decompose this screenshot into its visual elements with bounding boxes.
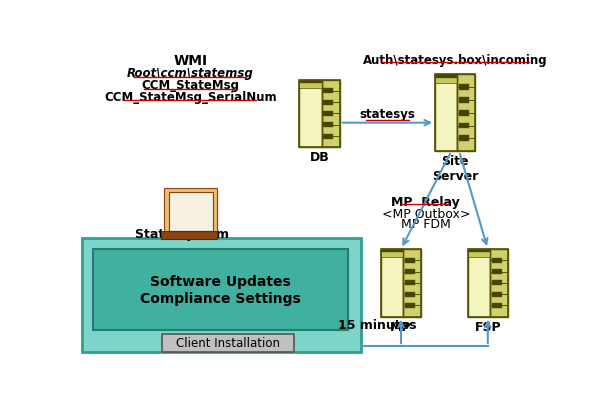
Bar: [381, 249, 421, 317]
Text: MP: MP: [390, 320, 412, 333]
Text: Software Updates
Compliance Settings: Software Updates Compliance Settings: [140, 275, 301, 305]
Bar: [324, 134, 333, 139]
Bar: [381, 249, 403, 253]
Text: statesys: statesys: [359, 107, 416, 120]
Bar: [435, 75, 457, 152]
Bar: [322, 80, 340, 148]
Bar: [435, 75, 475, 152]
Text: <MP Outbox>: <MP Outbox>: [382, 207, 470, 220]
Text: Root\ccm\statemsg: Root\ccm\statemsg: [127, 67, 254, 79]
Bar: [164, 189, 217, 233]
Bar: [435, 75, 457, 84]
Bar: [300, 80, 322, 148]
Bar: [435, 75, 457, 79]
Bar: [467, 249, 508, 317]
Bar: [405, 269, 415, 274]
Text: CCM_StateMsg: CCM_StateMsg: [141, 79, 239, 92]
Bar: [300, 80, 322, 89]
Bar: [492, 281, 501, 286]
Bar: [459, 136, 469, 142]
Text: Auth\statesys.box\incoming: Auth\statesys.box\incoming: [363, 54, 548, 67]
Bar: [324, 89, 333, 94]
Text: FSP: FSP: [475, 320, 501, 333]
Bar: [324, 111, 333, 117]
Bar: [459, 111, 469, 116]
Bar: [300, 80, 322, 84]
Text: DB: DB: [310, 151, 330, 164]
Bar: [405, 303, 415, 308]
Text: 15 minutes: 15 minutes: [338, 318, 417, 331]
Bar: [324, 100, 333, 105]
Bar: [492, 303, 501, 308]
Text: MP  Relay: MP Relay: [391, 196, 460, 209]
Text: CCM_StateMsg_SerialNum: CCM_StateMsg_SerialNum: [104, 90, 277, 103]
Bar: [492, 269, 501, 274]
Bar: [170, 192, 217, 237]
Bar: [82, 239, 361, 352]
Bar: [324, 123, 333, 128]
Bar: [459, 85, 469, 91]
Bar: [467, 249, 490, 253]
Bar: [459, 124, 469, 129]
Bar: [492, 292, 501, 297]
Bar: [167, 191, 217, 235]
Text: State System: State System: [135, 227, 230, 241]
Bar: [405, 281, 415, 286]
Bar: [381, 249, 403, 317]
Bar: [161, 232, 217, 239]
Text: MP FDM: MP FDM: [401, 218, 451, 231]
Text: Site
Server: Site Server: [432, 155, 478, 183]
Bar: [467, 249, 490, 317]
Bar: [381, 249, 403, 257]
Bar: [403, 249, 421, 317]
Bar: [405, 292, 415, 297]
Bar: [405, 258, 415, 263]
Bar: [467, 249, 490, 257]
Bar: [169, 192, 213, 231]
Bar: [92, 249, 349, 330]
Bar: [162, 334, 294, 352]
Bar: [300, 80, 340, 148]
Bar: [457, 75, 475, 152]
Text: Client Installation: Client Installation: [176, 336, 280, 350]
Bar: [492, 258, 501, 263]
Bar: [490, 249, 508, 317]
Text: WMI: WMI: [173, 54, 207, 68]
Bar: [459, 98, 469, 103]
